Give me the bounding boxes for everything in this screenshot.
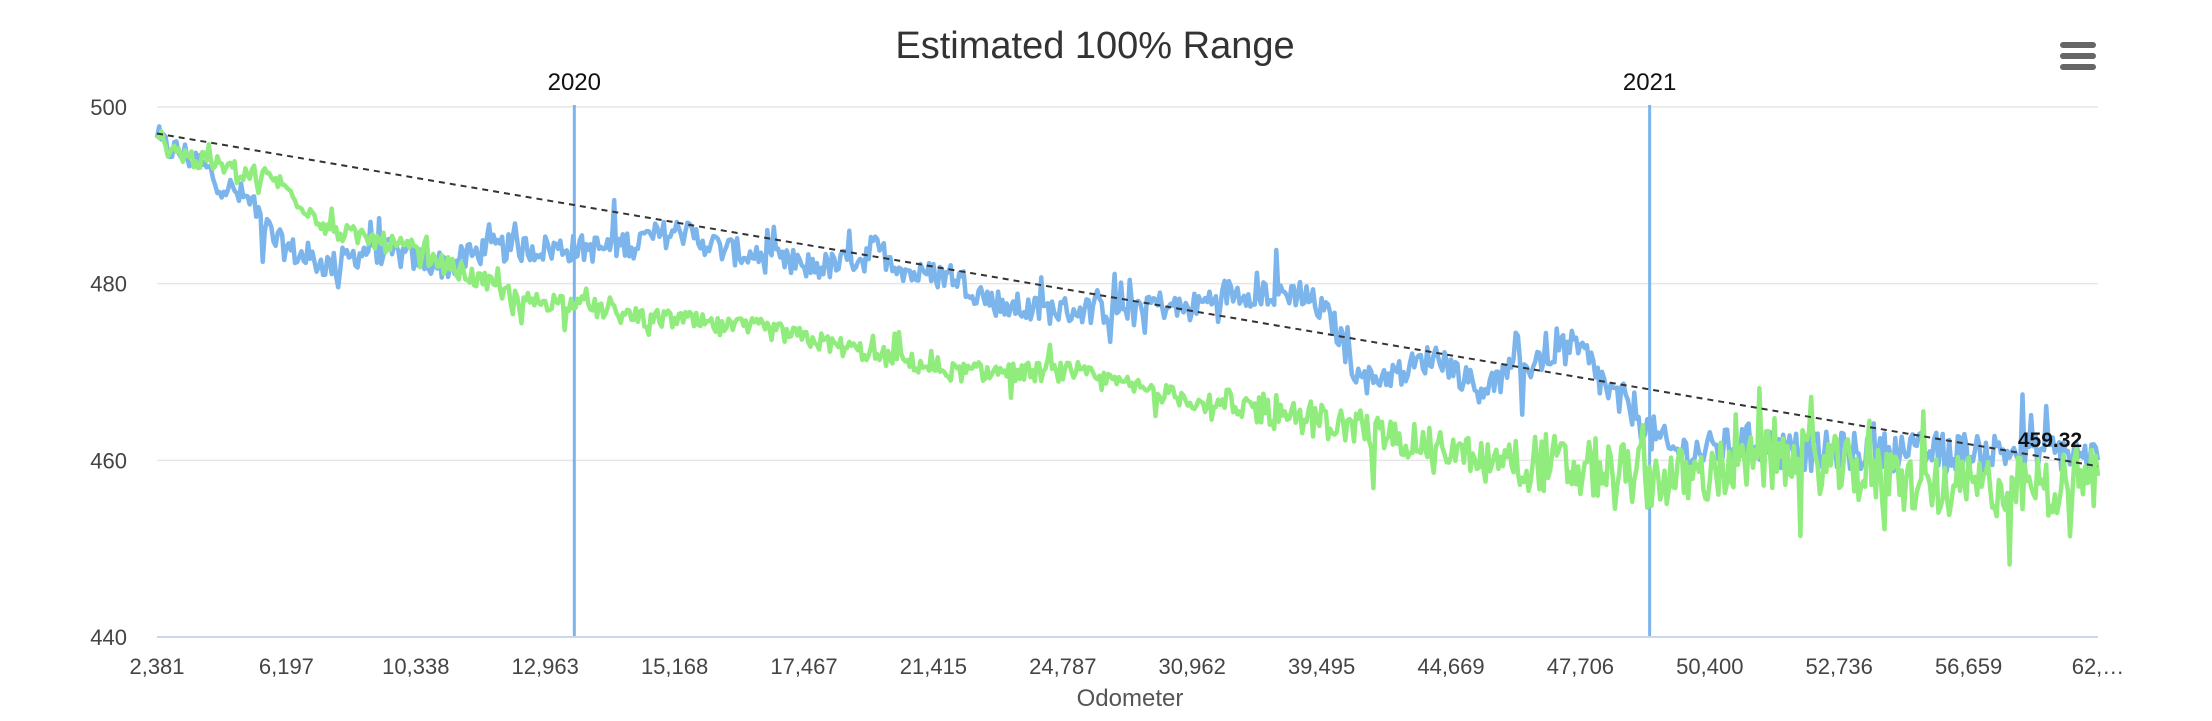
year-marker-label: 2021 (1623, 69, 1676, 96)
x-tick-label: 17,467 (770, 654, 837, 679)
y-tick-label: 480 (90, 272, 127, 297)
chart-title: Estimated 100% Range (895, 25, 1294, 67)
x-tick-label: 62,… (2072, 654, 2125, 679)
x-tick-label: 21,415 (900, 654, 967, 679)
x-tick-label: 6,197 (259, 654, 314, 679)
x-tick-label: 15,168 (641, 654, 708, 679)
series-line-blue (154, 124, 2101, 478)
x-tick-label: 30,962 (1159, 654, 1226, 679)
x-tick-label: 52,736 (1806, 654, 1873, 679)
axis-layer: 440 460 480 500 2,381 6,197 10,338 12,963 15,168… (90, 95, 2124, 679)
x-tick-label: 12,963 (512, 654, 579, 679)
chart-menu-button[interactable] (2052, 36, 2104, 78)
x-tick-label: 10,338 (382, 654, 449, 679)
hamburger-menu-icon (2060, 42, 2096, 70)
x-tick-label: 24,787 (1029, 654, 1096, 679)
x-tick-label: 2,381 (129, 654, 184, 679)
y-tick-label: 500 (90, 95, 127, 120)
y-tick-label: 440 (90, 625, 127, 650)
plot-lines-layer: 2020 2021 (548, 69, 1676, 637)
x-tick-label: 39,495 (1288, 654, 1355, 679)
y-tick-label: 460 (90, 448, 127, 473)
x-tick-label: 44,669 (1417, 654, 1484, 679)
series-line-green (155, 129, 2101, 567)
trend-line (156, 132, 2099, 468)
x-tick-label: 47,706 (1547, 654, 1614, 679)
x-axis-title: Odometer (1077, 685, 1184, 712)
year-marker-label: 2020 (548, 69, 601, 96)
x-tick-label: 56,659 (1935, 654, 2002, 679)
x-tick-label: 50,400 (1676, 654, 1743, 679)
series-layer (154, 124, 2101, 567)
last-value-label: 459.32 (2018, 429, 2082, 452)
